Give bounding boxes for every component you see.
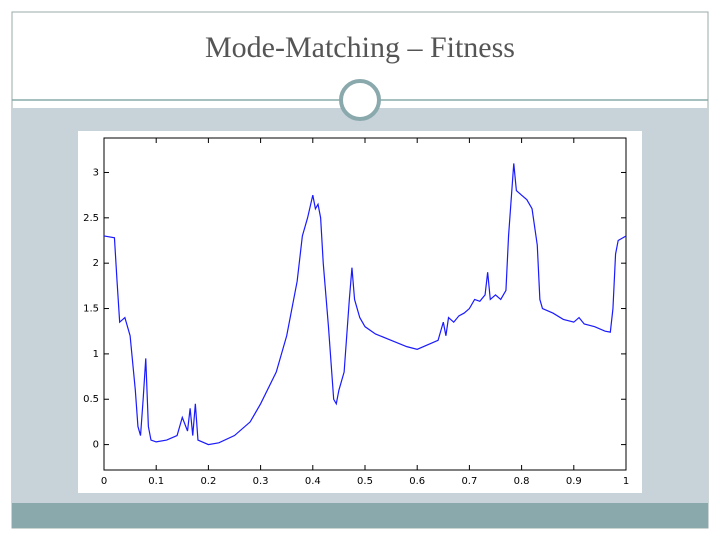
x-tick-label: 0.8 bbox=[514, 476, 530, 487]
x-tick-label: 0 bbox=[101, 476, 107, 487]
x-tick-label: 0.6 bbox=[409, 476, 425, 487]
y-tick-label: 1.5 bbox=[83, 304, 99, 315]
y-tick-label: 2 bbox=[93, 258, 99, 269]
x-tick-label: 0.9 bbox=[566, 476, 582, 487]
chart-title: Mode-Matching – Fitness bbox=[205, 31, 515, 64]
x-tick-label: 0.5 bbox=[357, 476, 373, 487]
y-tick-label: 2.5 bbox=[83, 213, 99, 224]
x-tick-label: 0.4 bbox=[305, 476, 321, 487]
x-tick-label: 0.7 bbox=[461, 476, 477, 487]
x-tick-label: 0.1 bbox=[148, 476, 164, 487]
y-tick-label: 3 bbox=[93, 167, 99, 178]
title-ornament bbox=[339, 79, 381, 121]
plot-area: 0 0.1 0.2 0.3 0.4 0.5 0.6 0.7 0.8 0.9 1 0 0.5 1 1.5 2 2.… bbox=[83, 137, 629, 487]
footer-band bbox=[12, 503, 708, 528]
plot-figure bbox=[78, 131, 642, 493]
x-tick-label: 0.3 bbox=[253, 476, 269, 487]
y-tick-label: 0 bbox=[93, 440, 99, 451]
x-tick-label: 0.2 bbox=[200, 476, 216, 487]
y-tick-label: 1 bbox=[93, 349, 99, 360]
y-tick-label: 0.5 bbox=[83, 394, 99, 405]
data-line bbox=[103, 163, 627, 446]
x-tick-label: 1 bbox=[623, 476, 629, 487]
